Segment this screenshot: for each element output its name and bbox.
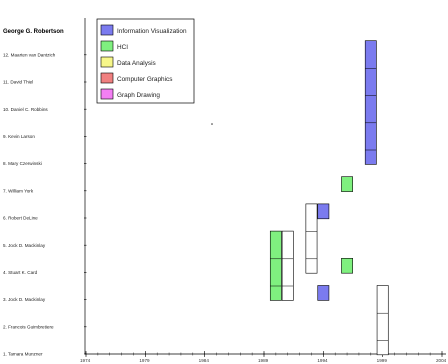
row-label: 9. Kevin Larson <box>3 134 35 139</box>
x-tick-label: 1999 <box>377 358 388 363</box>
x-tick-label: 1974 <box>80 358 91 363</box>
collaboration-block <box>376 285 389 356</box>
row-label: 7. William York <box>3 188 34 193</box>
legend-label: Data Analysis <box>117 60 156 67</box>
row-label: 6. Robert DeLine <box>3 216 38 221</box>
row-labels: 1. Tamara Munzner 2. Francois Guimbretier… <box>3 52 87 357</box>
collaboration-block <box>269 230 282 301</box>
x-tick-label: 1984 <box>199 358 210 363</box>
legend-swatch <box>100 88 114 100</box>
legend-swatch <box>100 72 114 84</box>
legend-label: HCI <box>117 44 128 51</box>
legend-label: Graph Drawing <box>117 92 160 99</box>
collaboration-block <box>317 203 330 220</box>
legend-swatch <box>100 24 114 36</box>
row-label: 4. Stuart K. Card <box>3 270 38 275</box>
row-label: 2. Francois Guimbretiere <box>3 324 54 329</box>
row-label: 1. Tamara Munzner <box>3 352 43 357</box>
x-tick-label: 2004 <box>436 358 447 363</box>
collaboration-block <box>341 176 353 192</box>
legend-label: Information Visualization <box>117 28 187 35</box>
legend: Information Visualization HCI Data Analysi… <box>96 18 195 104</box>
legend-swatch <box>100 40 114 52</box>
row-label: 11. David Thiel <box>3 80 33 85</box>
stray-dot <box>211 123 213 125</box>
collaboration-block <box>341 257 353 274</box>
collaboration-block <box>317 285 330 301</box>
collaboration-blocks <box>269 40 389 356</box>
x-tick-label: 1994 <box>317 358 328 363</box>
collaboration-block <box>281 230 294 301</box>
collaboration-block <box>305 203 318 274</box>
row-label: 8. Mary Czerwinski <box>3 161 42 166</box>
row-label: 3. Jock D. Mackinlay <box>3 297 46 302</box>
row-label: 5. Jock D. Mackinlay <box>3 243 46 248</box>
legend-swatch <box>100 56 114 68</box>
chart-title: George G. Robertson <box>3 29 64 35</box>
collaboration-block <box>364 40 377 165</box>
x-tick-label: 1989 <box>258 358 269 363</box>
row-label: 10. Daniel C. Robbins <box>3 107 48 112</box>
x-tick-label: 1979 <box>139 358 150 363</box>
legend-label: Computer Graphics <box>117 76 172 83</box>
row-label: 12. Maarten van Dantzich <box>3 52 56 57</box>
